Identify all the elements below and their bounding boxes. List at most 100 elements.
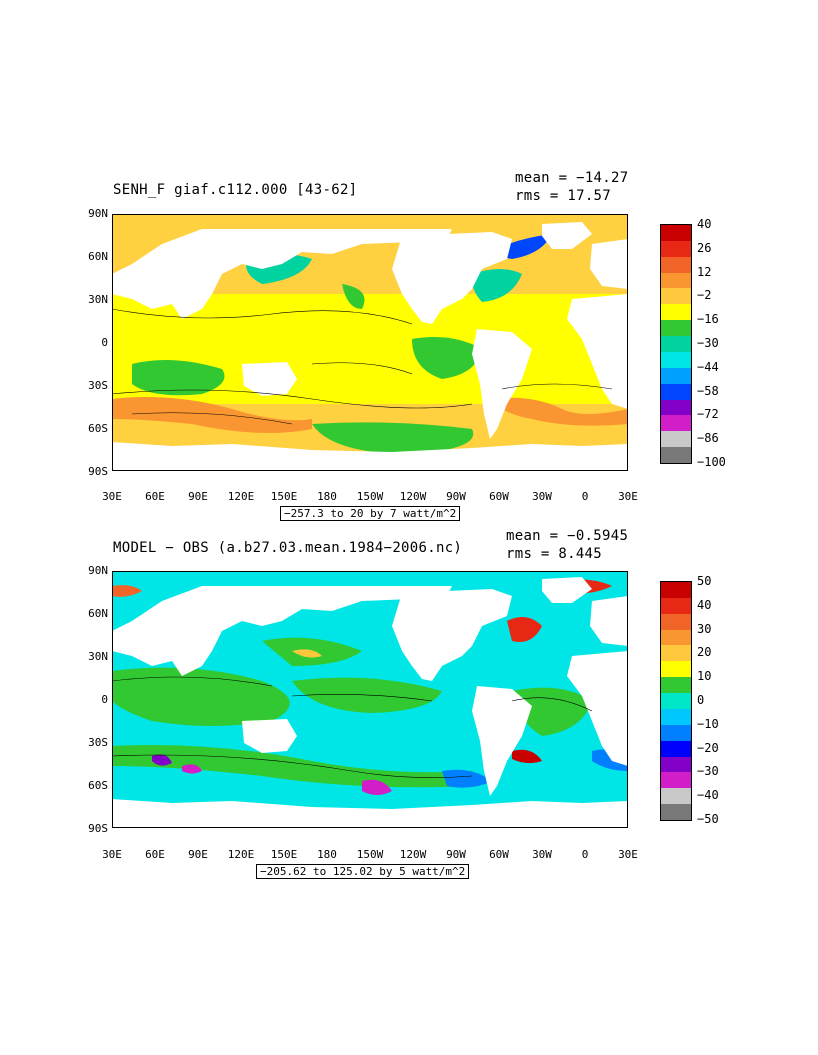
colorbar-label: 50 (697, 574, 712, 588)
lon-label: 0 (581, 848, 589, 861)
colorbar-swatch (661, 772, 691, 789)
colorbar-label: −72 (697, 407, 719, 422)
colorbar-label: 40 (697, 217, 712, 231)
mean-label: mean = −14.27 (515, 170, 629, 186)
lon-label: 150E (270, 490, 298, 503)
colorbar-label: 40 (697, 597, 712, 612)
colorbar-label: −50 (697, 812, 719, 826)
colorbar-swatch (661, 288, 691, 305)
map-plot (112, 571, 628, 828)
colorbar-swatch (661, 272, 691, 289)
colorbar-swatch (661, 367, 691, 384)
colorbar-label: −16 (697, 312, 719, 327)
lon-label: 30E (102, 848, 122, 861)
map-title: MODEL − OBS (a.b27.03.mean.1984−2006.nc) (113, 540, 463, 556)
colorbar-swatch (661, 677, 691, 694)
colorbar-label: −20 (697, 740, 719, 755)
lon-label: 60E (145, 490, 165, 503)
lat-label: 60N (88, 250, 108, 263)
lon-label: 120W (399, 490, 427, 503)
colorbar-swatch (661, 597, 691, 614)
colorbar-swatch (661, 431, 691, 448)
colorbar-label: −44 (697, 359, 719, 374)
colorbar-swatch (661, 788, 691, 805)
map-plot (112, 214, 628, 471)
lon-label: 0 (581, 490, 589, 503)
colorbar-swatch (661, 383, 691, 400)
colorbar-swatch (661, 804, 691, 820)
rms-label: rms = 17.57 (515, 188, 612, 204)
colorbar-label: −30 (697, 764, 719, 779)
lon-label: 90W (446, 490, 466, 503)
lon-label: 30E (618, 490, 638, 503)
colorbar-swatch (661, 399, 691, 416)
lon-label: 60W (489, 848, 509, 861)
colorbar-label: −86 (697, 431, 719, 446)
land-mask (112, 222, 628, 471)
lat-label: 90S (88, 465, 108, 478)
lon-label: 120W (399, 848, 427, 861)
colorbar (660, 581, 692, 821)
lon-label: 30W (532, 848, 552, 861)
lat-label: 30N (88, 650, 108, 663)
lon-label: 30E (102, 490, 122, 503)
colorbar-label: 26 (697, 240, 712, 255)
colorbar-label: −100 (697, 455, 726, 469)
lat-label: 0 (101, 693, 108, 706)
lon-label: 60W (489, 490, 509, 503)
colorbar-swatch (661, 304, 691, 321)
colorbar-label: 12 (697, 264, 712, 279)
lat-label: 0 (101, 336, 108, 349)
colorbar-label: −30 (697, 336, 719, 350)
lat-label: 30N (88, 293, 108, 306)
lat-label: 30S (88, 379, 108, 392)
lon-label: 90E (188, 490, 208, 503)
lat-label: 90S (88, 822, 108, 835)
colorbar-swatch (661, 582, 691, 598)
lon-label: 150W (356, 848, 384, 861)
colorbar-swatch (661, 351, 691, 368)
lon-label: 30E (618, 848, 638, 861)
colorbar-swatch (661, 447, 691, 463)
lon-label: 150W (356, 490, 384, 503)
colorbar-swatch (661, 256, 691, 273)
colorbar-label: −40 (697, 788, 719, 803)
colorbar-swatch (661, 693, 691, 709)
lon-label: 30W (532, 490, 552, 503)
colorbar-swatch (661, 629, 691, 646)
lat-label: 60N (88, 607, 108, 620)
map-title: SENH_F giaf.c112.000 [43-62] (113, 182, 358, 198)
lat-label: 90N (88, 207, 108, 220)
colorbar-swatch (661, 320, 691, 337)
colorbar-swatch (661, 225, 691, 241)
lon-label: 180 (317, 490, 337, 503)
colorbar-swatch (661, 740, 691, 757)
colorbar-label: 10 (697, 669, 712, 684)
lat-label: 60S (88, 422, 108, 435)
colorbar-label: 20 (697, 645, 712, 660)
lon-label: 60E (145, 848, 165, 861)
contour-range-label: −205.62 to 125.02 by 5 watt/m^2 (256, 864, 470, 879)
colorbar-swatch (661, 661, 691, 678)
colorbar-label: −10 (697, 716, 719, 731)
lon-label: 90E (188, 848, 208, 861)
mean-label: mean = −0.5945 (506, 528, 629, 544)
lon-label: 90W (446, 848, 466, 861)
colorbar-label: −2 (697, 288, 712, 303)
colorbar-swatch (661, 613, 691, 630)
lat-label: 90N (88, 564, 108, 577)
colorbar-label: −58 (697, 383, 719, 398)
colorbar-label: 0 (697, 693, 705, 707)
lat-label: 60S (88, 779, 108, 792)
lon-label: 150E (270, 848, 298, 861)
colorbar-swatch (661, 240, 691, 257)
rms-label: rms = 8.445 (506, 546, 603, 562)
colorbar-swatch (661, 645, 691, 662)
colorbar-swatch (661, 336, 691, 352)
lat-label: 30S (88, 736, 108, 749)
colorbar-swatch (661, 708, 691, 725)
colorbar-swatch (661, 756, 691, 773)
contour-range-label: −257.3 to 20 by 7 watt/m^2 (280, 506, 461, 521)
lon-label: 120E (227, 848, 255, 861)
colorbar (660, 224, 692, 464)
